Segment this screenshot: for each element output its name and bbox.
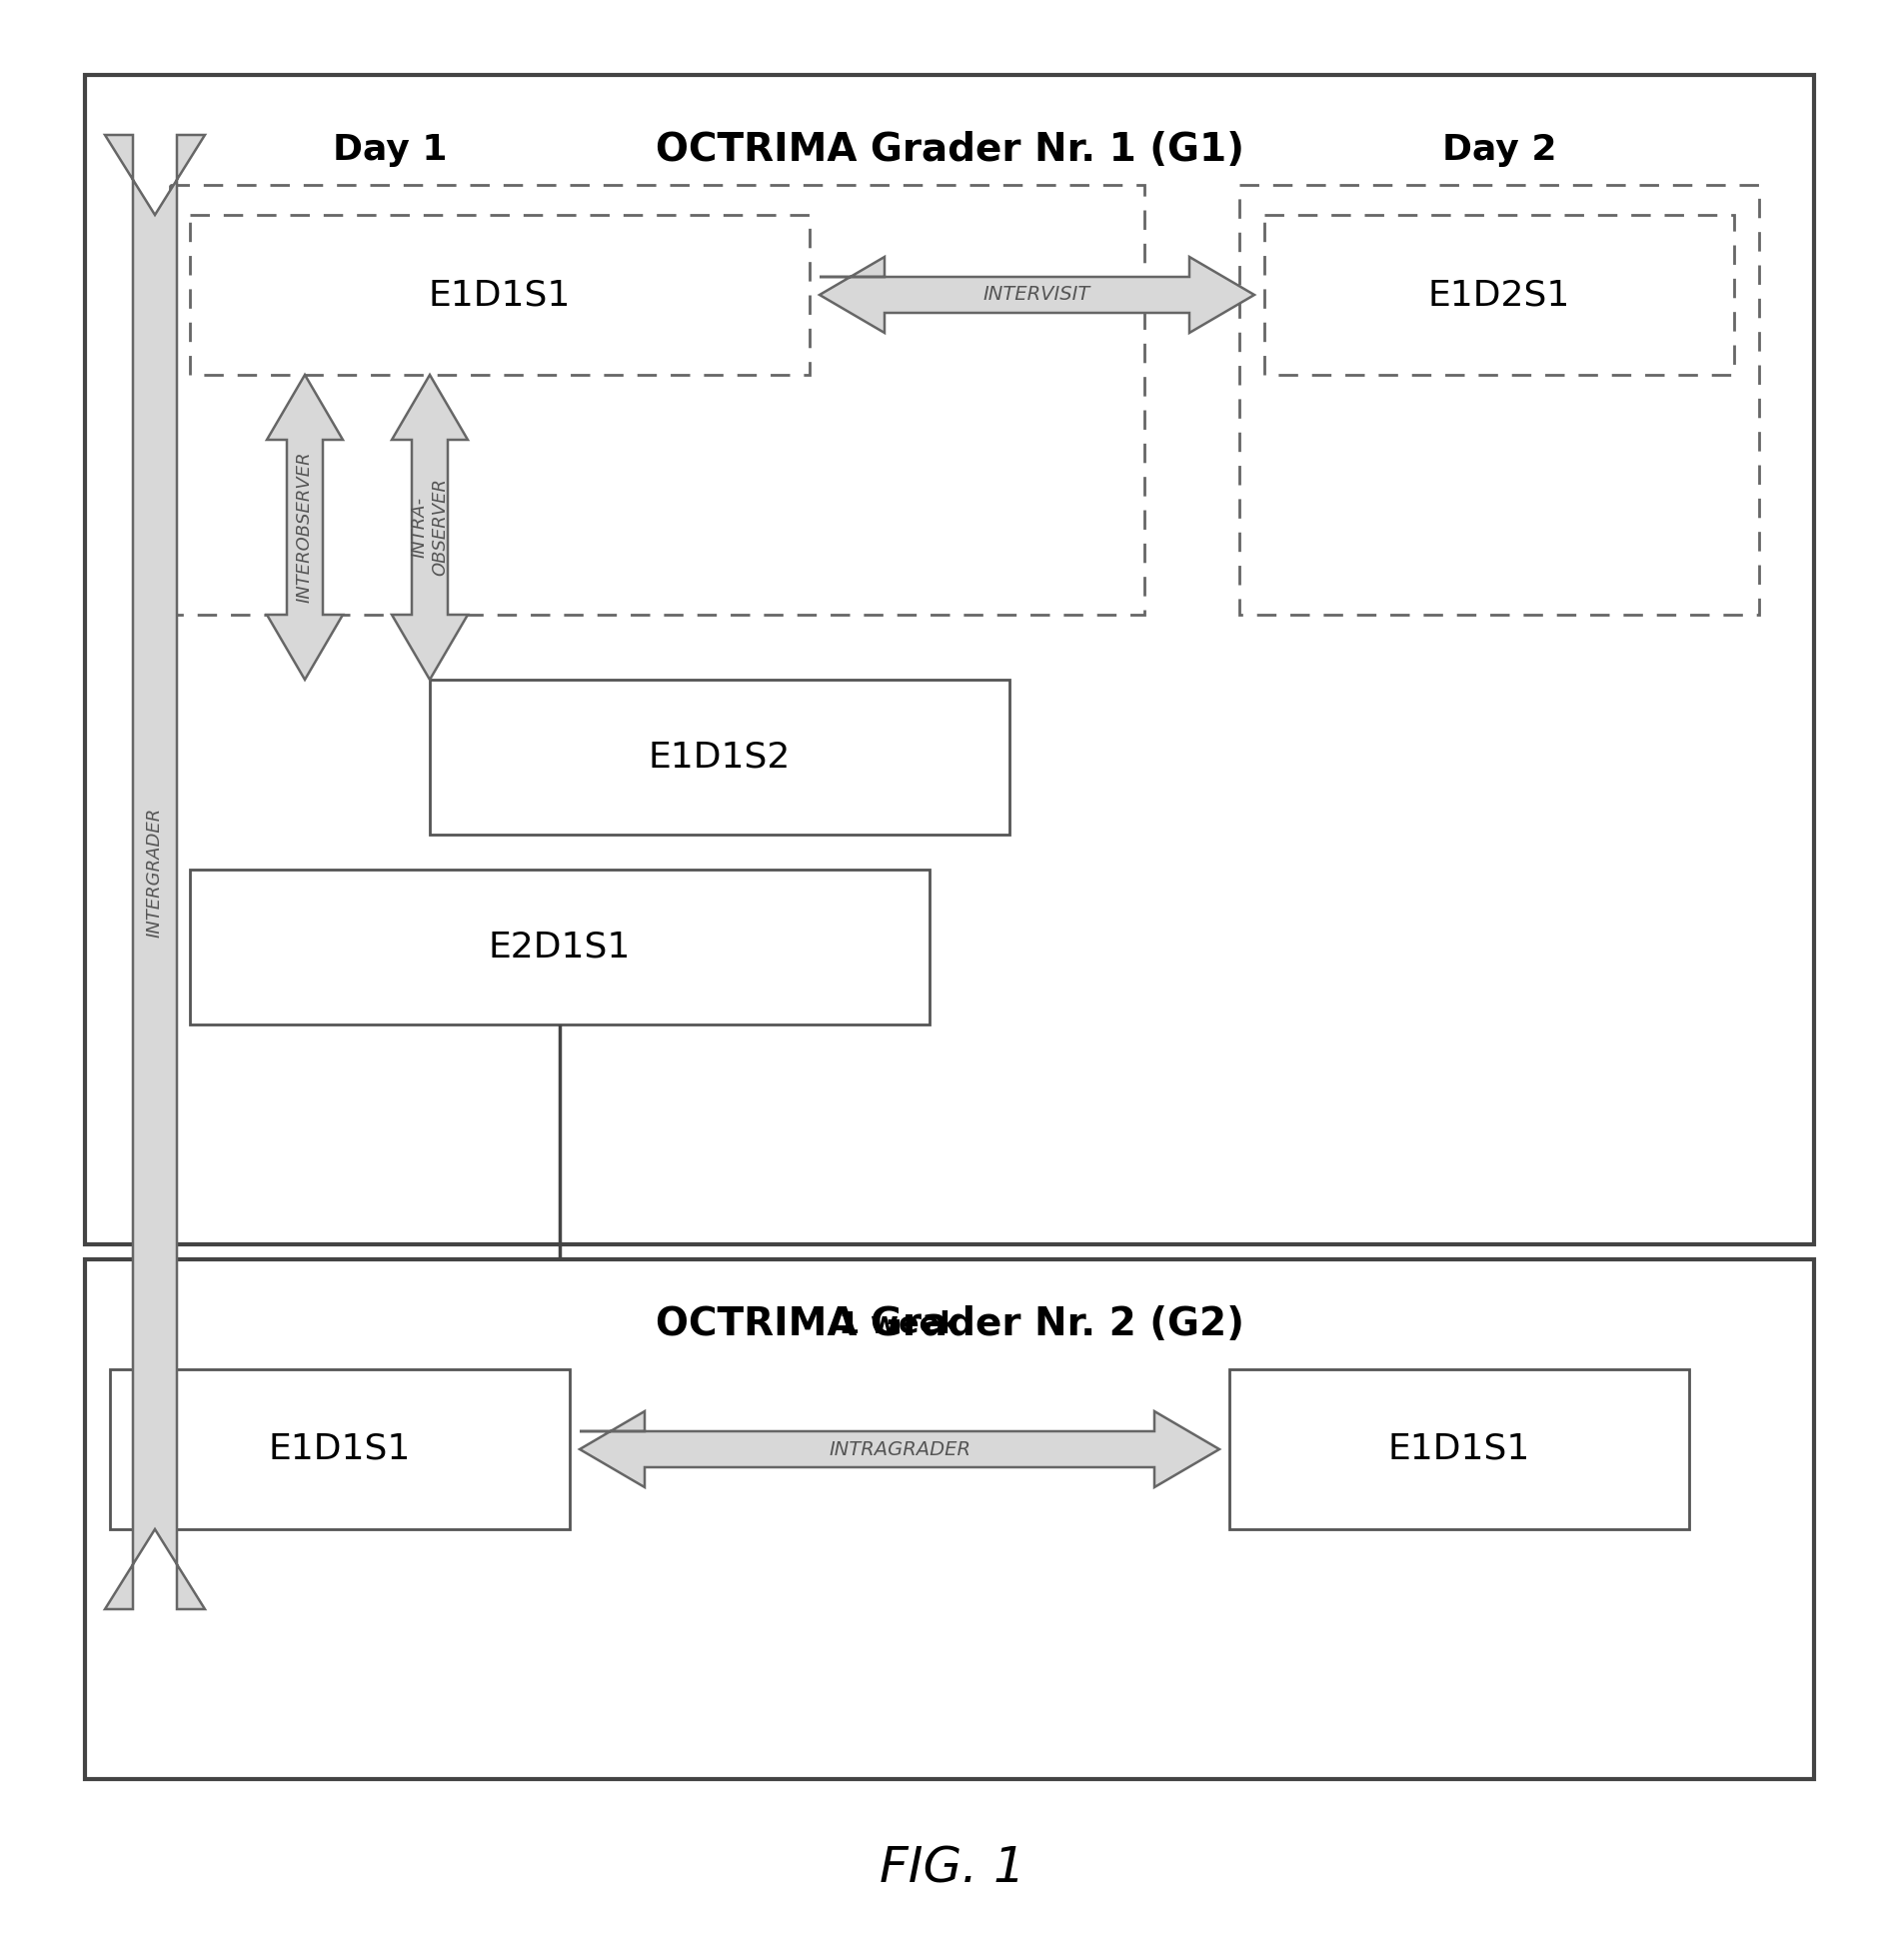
Bar: [1240, 185, 1759, 615]
Text: OCTRIMA Grader Nr. 1 (G1): OCTRIMA Grader Nr. 1 (G1): [655, 131, 1243, 170]
Text: E1D2S1: E1D2S1: [1428, 277, 1571, 312]
Bar: [430, 679, 1009, 835]
Bar: [86, 1259, 1815, 1778]
Polygon shape: [819, 258, 1255, 334]
Polygon shape: [267, 375, 343, 679]
Text: E1D1S1: E1D1S1: [1388, 1433, 1531, 1466]
Bar: [169, 185, 1144, 615]
Bar: [110, 1368, 569, 1528]
Text: INTERVISIT: INTERVISIT: [982, 285, 1091, 305]
Text: FIG. 1: FIG. 1: [880, 1845, 1024, 1893]
Polygon shape: [579, 1411, 1219, 1487]
Text: E1D1S1: E1D1S1: [268, 1433, 411, 1466]
Bar: [190, 869, 929, 1025]
Text: E2D1S1: E2D1S1: [489, 929, 630, 964]
Text: OCTRIMA Grader Nr. 2 (G2): OCTRIMA Grader Nr. 2 (G2): [655, 1306, 1243, 1343]
Bar: [1264, 215, 1735, 375]
Text: Day 1: Day 1: [333, 133, 447, 168]
Text: 1 week: 1 week: [840, 1310, 960, 1339]
Text: Day 2: Day 2: [1441, 133, 1556, 168]
Polygon shape: [392, 375, 468, 679]
Text: INTRA-
OBSERVER: INTRA- OBSERVER: [411, 478, 449, 576]
Text: INTRAGRADER: INTRAGRADER: [828, 1441, 971, 1458]
Text: INTERGRADER: INTERGRADER: [147, 806, 164, 937]
Text: E1D1S2: E1D1S2: [649, 740, 790, 775]
Text: INTEROBSERVER: INTEROBSERVER: [295, 451, 314, 603]
Bar: [86, 74, 1815, 1243]
Bar: [1230, 1368, 1689, 1528]
Polygon shape: [105, 135, 206, 1608]
Text: E1D1S1: E1D1S1: [428, 277, 571, 312]
Bar: [190, 215, 809, 375]
